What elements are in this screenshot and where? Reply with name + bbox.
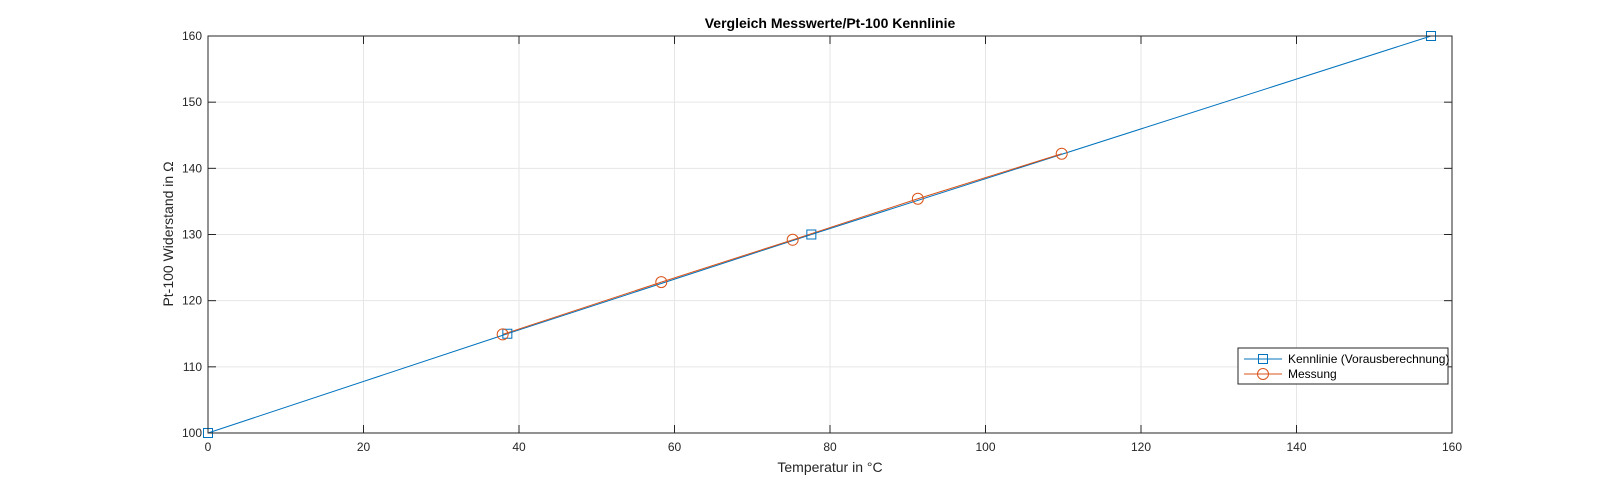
y-tick-label: 130	[182, 228, 202, 242]
y-tick-label: 150	[182, 95, 202, 109]
x-tick-label: 100	[975, 440, 995, 454]
series-lines	[207, 35, 1432, 434]
y-tick-label: 140	[182, 161, 202, 175]
chart-title: Vergleich Messwerte/Pt-100 Kennlinie	[705, 15, 956, 31]
x-tick-label: 40	[512, 440, 526, 454]
legend-entry-1: Messung	[1288, 367, 1337, 381]
y-tick-label: 110	[183, 360, 202, 374]
x-tick-label: 140	[1286, 440, 1306, 454]
data-point-1-1	[655, 276, 668, 289]
legend-box	[1237, 347, 1449, 385]
x-axis-ticks: 0 20 40 60 80 100 120 140 160	[205, 36, 1462, 454]
data-point-1-0	[496, 328, 509, 341]
data-point-0-1	[502, 328, 513, 339]
data-point-1-3	[911, 192, 924, 205]
legend-entry-0: Kennlinie (Vorausberechnung)	[1288, 352, 1449, 366]
series-line-0	[207, 35, 1432, 434]
x-tick-label: 60	[668, 440, 682, 454]
x-tick-label: 20	[357, 440, 371, 454]
x-tick-label: 0	[205, 440, 212, 454]
y-tick-label: 160	[182, 29, 202, 43]
y-tick-label: 100	[182, 426, 202, 440]
x-tick-label: 120	[1131, 440, 1151, 454]
x-tick-label: 160	[1442, 440, 1462, 454]
data-point-1-4	[1055, 147, 1068, 160]
legend-marker-1	[1257, 368, 1269, 380]
data-point-1-2	[786, 233, 799, 246]
y-axis-ticks: 100 110 120 130 140 150 160	[182, 29, 1452, 440]
y-axis-label: Pt-100 Widerstand in Ω	[160, 161, 176, 306]
y-tick-label: 120	[182, 294, 202, 308]
data-point-0-2	[806, 229, 817, 240]
legend: Kennlinie (Vorausberechnung)Messung	[1237, 347, 1449, 385]
x-axis-label: Temperatur in °C	[777, 459, 882, 475]
x-tick-label: 80	[823, 440, 837, 454]
legend-marker-0	[1258, 354, 1268, 364]
series-line-1	[502, 153, 1062, 335]
